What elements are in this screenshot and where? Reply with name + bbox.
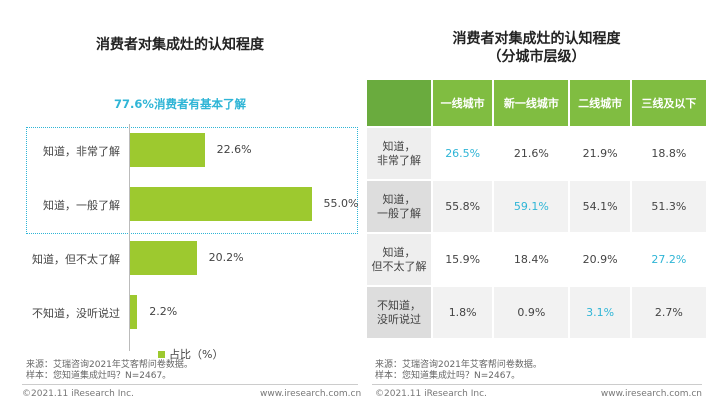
right-title: 消费者对集成灶的认知程度 （分城市层级） [365,30,708,66]
table-cell: 20.9% [570,234,630,287]
data-label: 2.2% [149,305,178,318]
bar [130,241,197,275]
left-copyright: ©2021.11 iResearch Inc. [22,389,134,399]
table-cell: 2.7% [631,287,706,340]
right-copyright: ©2021.11 iResearch Inc. [375,389,487,399]
legend-swatch [158,351,165,358]
row-header-line: 但不太了解 [371,259,427,273]
table-corner [367,80,431,128]
table-row: 知道， 但不太了解 15.9% 18.4% 20.9% 27.2% [367,234,706,287]
data-label: 22.6% [216,143,252,156]
table-cell: 18.8% [631,128,706,181]
row-header-line: 知道， [382,139,416,153]
right-sample: 样本：您知道集成灶吗？N=2467。 [375,371,521,381]
table-cell: 21.9% [570,128,630,181]
table-cell: 26.5% [433,128,493,181]
table-row: 知道， 一般了解 55.8% 59.1% 54.1% 51.3% [367,181,706,234]
divider [22,384,358,385]
left-chart-title: 消费者对集成灶的认知程度 [96,37,264,53]
left-source: 来源：艾瑞咨询2021年艾客帮问卷数据。 [26,360,193,370]
bar [130,295,138,329]
row-header: 知道， 但不太了解 [367,234,431,287]
table-cell: 0.9% [494,287,569,340]
data-label: 20.2% [208,251,244,264]
table-cell: 54.1% [570,181,630,234]
row-header-line: 知道， [382,192,416,206]
right-url: www.iresearch.com.cn [600,389,702,399]
table-cell: 55.8% [433,181,493,234]
category-label: 知道，一般了解 [43,199,120,212]
table-cell: 3.1% [570,287,630,340]
right-title-line1: 消费者对集成灶的认知程度 [452,31,621,47]
table-cell: 59.1% [494,181,569,234]
legend: 占比（%） [158,346,223,362]
row-header: 不知道， 没听说过 [367,287,431,340]
axis-line [129,124,130,351]
row-header-line: 非常了解 [377,153,421,167]
table-row: 不知道， 没听说过 1.8% 0.9% 3.1% 2.7% [367,287,706,340]
column-header: 二线城市 [570,80,630,128]
category-label: 知道，但不太了解 [32,253,120,266]
left-sample: 样本：您知道集成灶吗？N=2467。 [26,371,172,381]
legend-label: 占比（%） [169,348,224,361]
table-cell: 15.9% [433,234,493,287]
table-row: 知道， 非常了解 26.5% 21.6% 21.9% 18.8% [367,128,706,181]
column-header: 一线城市 [433,80,493,128]
row-header-line: 一般了解 [377,206,421,220]
table-cell: 21.6% [494,128,569,181]
row-header-line: 知道， [382,245,416,259]
column-header: 三线及以下 [631,80,706,128]
left-chart-subtitle: 77.6%消费者有基本了解 [114,97,246,111]
row-header-line: 没听说过 [377,312,421,326]
category-label: 不知道，没听说过 [32,307,120,320]
row-header: 知道， 一般了解 [367,181,431,234]
city-tier-table: 一线城市 新一线城市 二线城市 三线及以下 知道， 非常了解 26.5% 21.6% 21.9%… [365,80,708,340]
bar [130,187,312,221]
right-source: 来源：艾瑞咨询2021年艾客帮问卷数据。 [375,360,542,370]
table-cell: 27.2% [631,234,706,287]
right-title-line2: （分城市层级） [487,49,586,65]
table-cell: 18.4% [494,234,569,287]
column-header: 新一线城市 [494,80,569,128]
row-header-line: 不知道， [377,298,421,312]
category-label: 知道，非常了解 [43,145,120,158]
left-url: www.iresearch.com.cn [260,389,362,399]
divider [372,384,702,385]
highlight-box [26,127,358,234]
table-cell: 1.8% [433,287,493,340]
table-cell: 51.3% [631,181,706,234]
bar [130,133,205,167]
data-label: 55.0% [323,197,359,210]
row-header: 知道， 非常了解 [367,128,431,181]
